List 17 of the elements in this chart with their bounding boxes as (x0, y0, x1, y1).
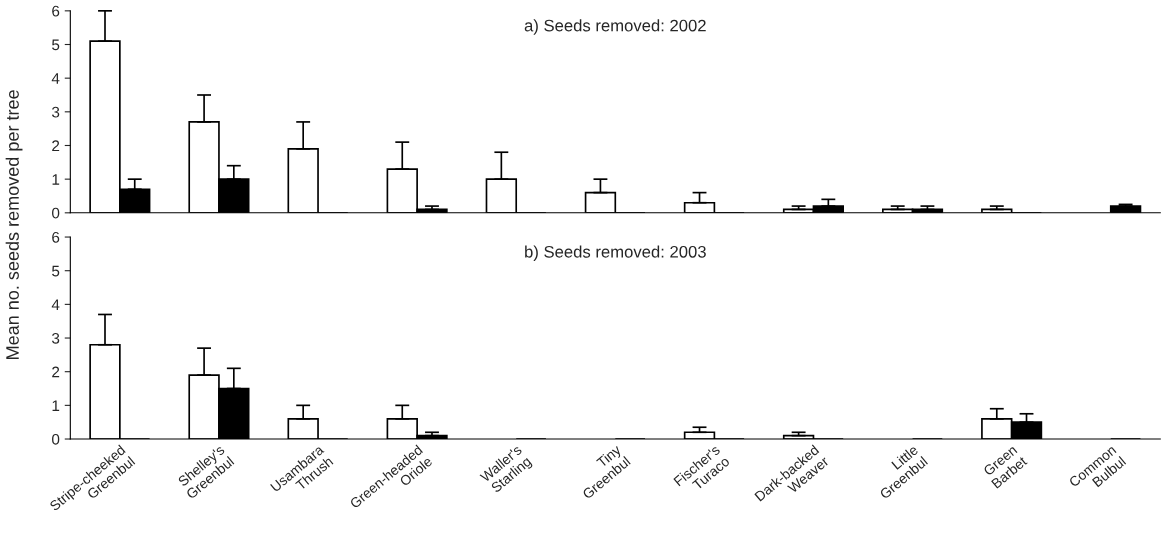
y-tick-label: 0 (52, 433, 60, 445)
y-tick-label: 4 (51, 299, 60, 310)
y-tick-label: 1 (52, 400, 60, 411)
y-tick-label: 2 (52, 140, 60, 152)
y-tick-label: 6 (52, 5, 60, 17)
y-tick-label: 4 (51, 73, 60, 84)
y-axis-title: Mean no. seeds removed per tree (5, 90, 23, 359)
y-tick-label: 6 (52, 231, 60, 243)
y-tick-label: 5 (52, 265, 60, 277)
y-tick-label: 0 (52, 207, 60, 219)
chart-title: a) Seeds removed: 2002 (524, 19, 706, 35)
y-tick-label: 5 (52, 39, 60, 51)
chart-title: b) Seeds removed: 2003 (525, 245, 706, 261)
y-tick-label: 3 (51, 106, 60, 118)
y-tick-label: 2 (52, 366, 60, 378)
y-tick-label: 3 (51, 332, 60, 344)
y-tick-label: 1 (52, 174, 60, 185)
